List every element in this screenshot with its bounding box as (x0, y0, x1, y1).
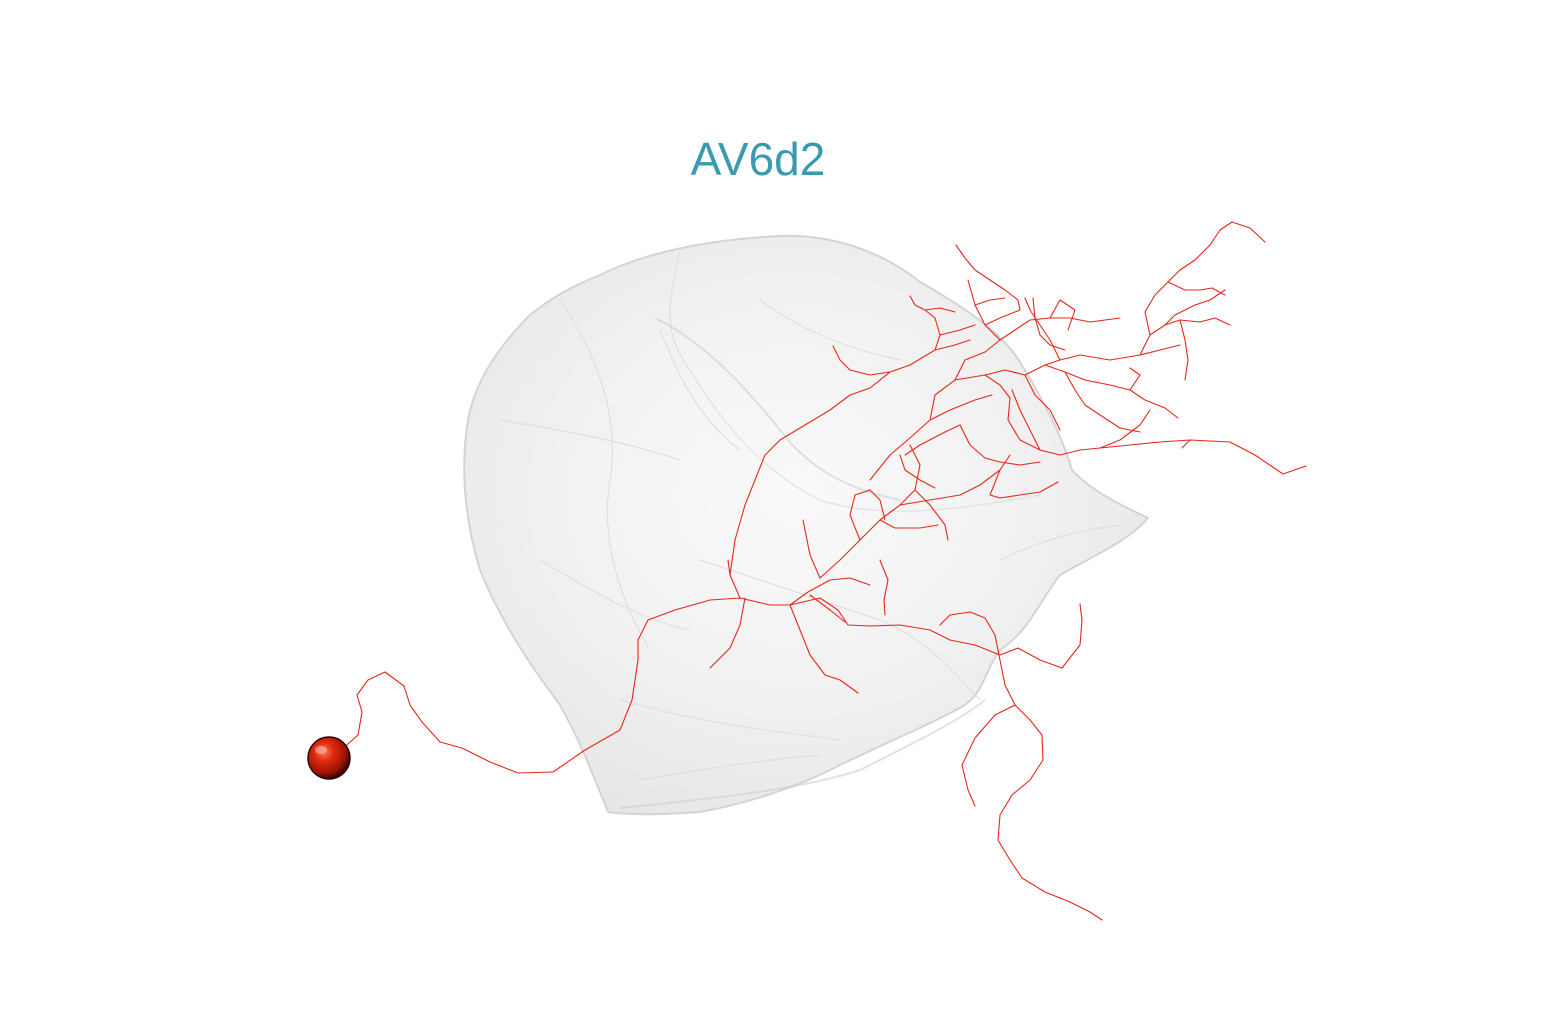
neuron-skeleton (329, 221, 1307, 921)
neuropil-mesh (463, 234, 1150, 816)
soma-sphere (307, 736, 351, 780)
scene-title: AV6d2 (690, 133, 826, 185)
